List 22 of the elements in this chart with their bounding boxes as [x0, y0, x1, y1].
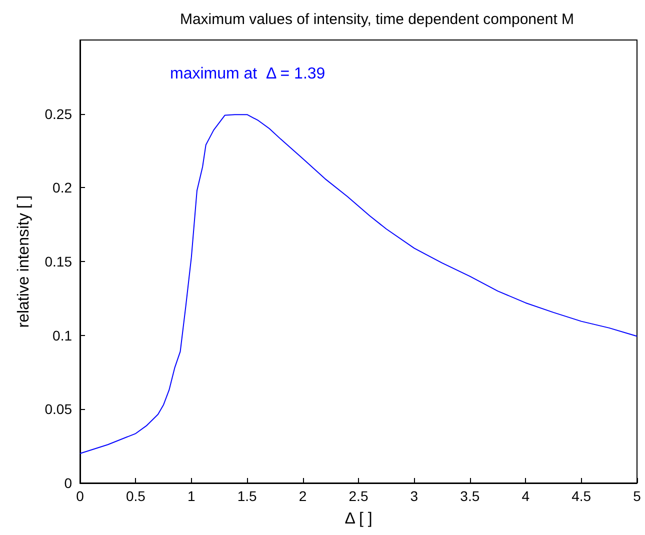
x-tick-label: 5	[633, 488, 642, 504]
x-tick-label: 2.5	[348, 488, 368, 504]
x-tick-label: 1.5	[237, 488, 258, 504]
y-tick-label: 0	[64, 475, 72, 491]
x-axis-title: Δ [ ]	[344, 510, 372, 528]
y-tick-label: 0.25	[44, 106, 72, 122]
x-tick-label: 1	[188, 488, 196, 504]
x-tick-label: 3.5	[460, 488, 480, 504]
y-tick-label: 0.2	[52, 180, 72, 196]
y-tick-label: 0.15	[44, 254, 72, 270]
line-series	[80, 114, 638, 454]
y-axis-title: relative intensity [ ]	[16, 195, 32, 328]
x-tick-label: 2	[298, 488, 307, 504]
x-tick-label: 0	[76, 488, 84, 504]
chart-title: Maximum values of intensity, time dependent component M	[180, 11, 574, 28]
annotation: maximum at Δ = 1.39	[170, 66, 326, 82]
y-tick-label: 0.05	[44, 401, 72, 418]
y-tick-label: 0.1	[52, 327, 72, 344]
x-tick-label: 4.5	[572, 488, 592, 504]
x-tick-label: 0.5	[126, 488, 146, 504]
x-tick-label: 3	[410, 488, 418, 504]
x-tick-label: 4	[522, 488, 530, 504]
